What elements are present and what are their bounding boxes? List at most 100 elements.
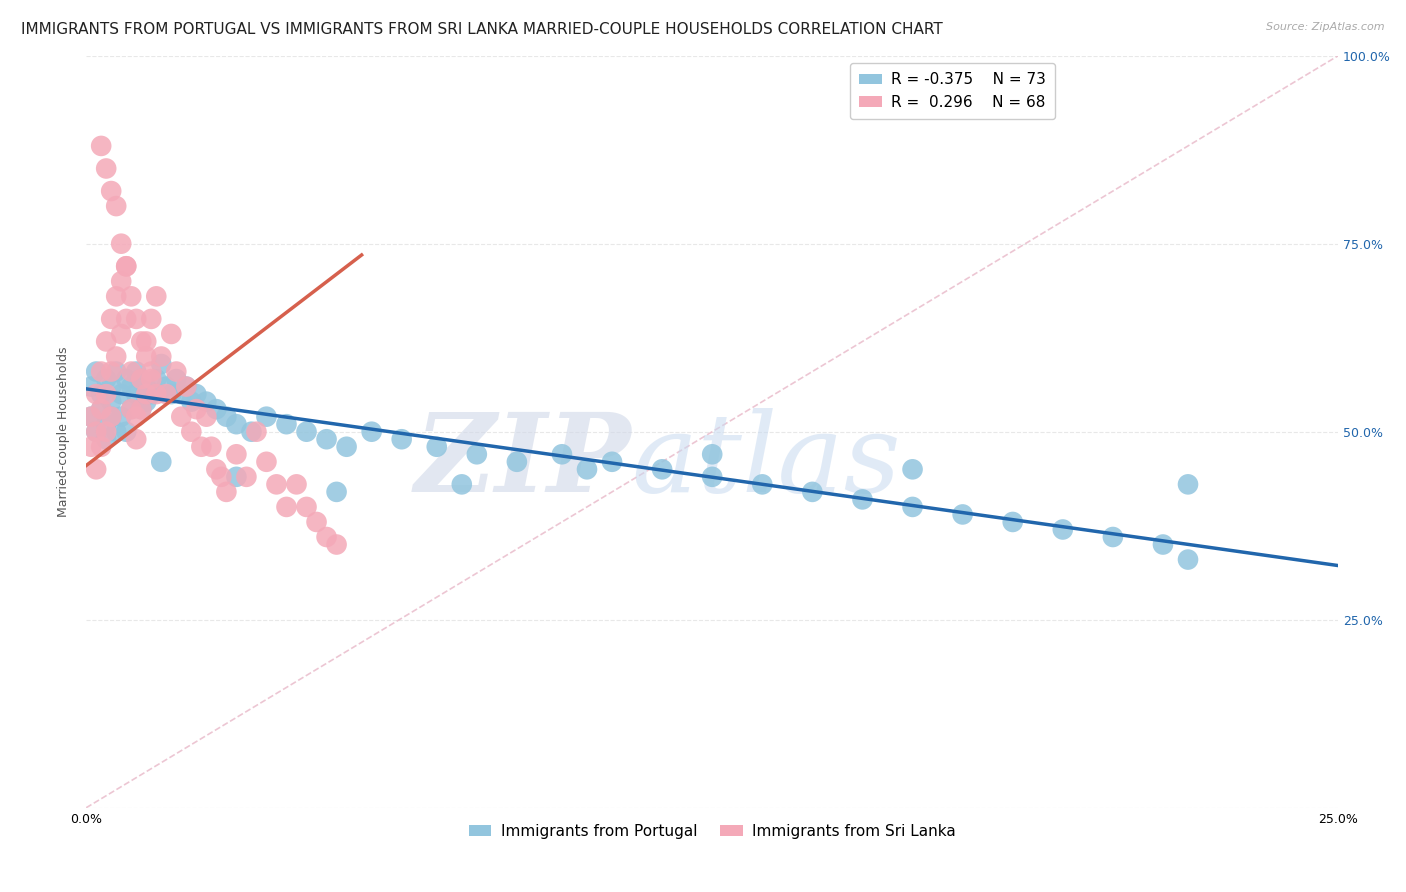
Point — [115, 259, 138, 273]
Point — [110, 236, 132, 251]
Point — [256, 455, 278, 469]
Point — [100, 184, 122, 198]
Point — [600, 455, 623, 469]
Point — [105, 350, 128, 364]
Point — [285, 477, 308, 491]
Point — [110, 409, 132, 424]
Point — [195, 409, 218, 424]
Point — [240, 425, 263, 439]
Point — [100, 394, 122, 409]
Point — [90, 387, 112, 401]
Point — [952, 508, 974, 522]
Point — [120, 365, 142, 379]
Point — [129, 372, 152, 386]
Point — [96, 387, 118, 401]
Point — [125, 312, 148, 326]
Point — [100, 365, 122, 379]
Point — [100, 379, 122, 393]
Point — [141, 365, 163, 379]
Point — [100, 409, 122, 424]
Point — [315, 530, 337, 544]
Point — [315, 432, 337, 446]
Point — [205, 402, 228, 417]
Point — [186, 402, 208, 417]
Point — [155, 387, 177, 401]
Point — [129, 402, 152, 417]
Point — [110, 326, 132, 341]
Point — [145, 372, 167, 386]
Point — [1152, 537, 1174, 551]
Point — [115, 425, 138, 439]
Point — [145, 387, 167, 401]
Point — [1177, 477, 1199, 491]
Point — [80, 379, 103, 393]
Text: IMMIGRANTS FROM PORTUGAL VS IMMIGRANTS FROM SRI LANKA MARRIED-COUPLE HOUSEHOLDS : IMMIGRANTS FROM PORTUGAL VS IMMIGRANTS F… — [21, 22, 943, 37]
Point — [225, 447, 247, 461]
Point — [190, 440, 212, 454]
Point — [135, 394, 157, 409]
Point — [180, 425, 202, 439]
Point — [751, 477, 773, 491]
Point — [120, 379, 142, 393]
Point — [325, 537, 347, 551]
Point — [176, 379, 198, 393]
Point — [84, 387, 107, 401]
Point — [105, 365, 128, 379]
Point — [195, 394, 218, 409]
Point — [135, 350, 157, 364]
Text: atlas: atlas — [631, 408, 900, 516]
Point — [225, 417, 247, 432]
Point — [84, 425, 107, 439]
Text: Source: ZipAtlas.com: Source: ZipAtlas.com — [1267, 22, 1385, 32]
Point — [90, 402, 112, 417]
Point — [90, 440, 112, 454]
Point — [209, 470, 232, 484]
Point — [176, 379, 198, 393]
Point — [120, 289, 142, 303]
Point — [90, 139, 112, 153]
Point — [450, 477, 472, 491]
Point — [125, 365, 148, 379]
Point — [1177, 552, 1199, 566]
Point — [125, 432, 148, 446]
Point — [129, 372, 152, 386]
Point — [155, 379, 177, 393]
Point — [276, 500, 298, 514]
Y-axis label: Married-couple Households: Married-couple Households — [58, 346, 70, 517]
Point — [125, 387, 148, 401]
Point — [110, 387, 132, 401]
Point — [1052, 523, 1074, 537]
Point — [200, 440, 222, 454]
Point — [125, 409, 148, 424]
Point — [801, 484, 824, 499]
Point — [141, 372, 163, 386]
Point — [702, 470, 724, 484]
Point — [165, 365, 187, 379]
Point — [851, 492, 873, 507]
Point — [96, 432, 118, 446]
Point — [266, 477, 288, 491]
Point — [235, 470, 257, 484]
Point — [84, 365, 107, 379]
Point — [180, 394, 202, 409]
Point — [186, 387, 208, 401]
Point — [96, 372, 118, 386]
Point — [245, 425, 267, 439]
Point — [84, 425, 107, 439]
Point — [96, 425, 118, 439]
Point — [135, 379, 157, 393]
Point — [90, 402, 112, 417]
Point — [325, 484, 347, 499]
Point — [901, 500, 924, 514]
Point — [551, 447, 574, 461]
Point — [96, 161, 118, 176]
Point — [135, 334, 157, 349]
Point — [336, 440, 359, 454]
Point — [295, 500, 318, 514]
Point — [150, 357, 173, 371]
Point — [305, 515, 328, 529]
Point — [110, 274, 132, 288]
Point — [506, 455, 529, 469]
Point — [115, 372, 138, 386]
Point — [115, 259, 138, 273]
